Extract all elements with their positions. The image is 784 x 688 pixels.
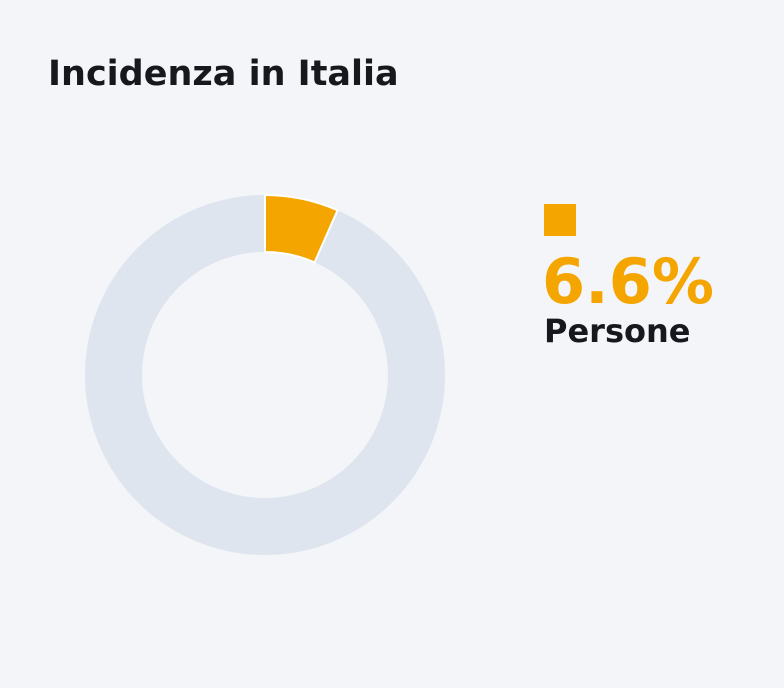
value-label: 6.6% [542,245,714,318]
pie-slice [264,193,339,264]
legend-swatch [544,204,576,236]
legend-label: Persone [544,312,690,350]
chart-title: Incidenza in Italia [48,54,399,94]
